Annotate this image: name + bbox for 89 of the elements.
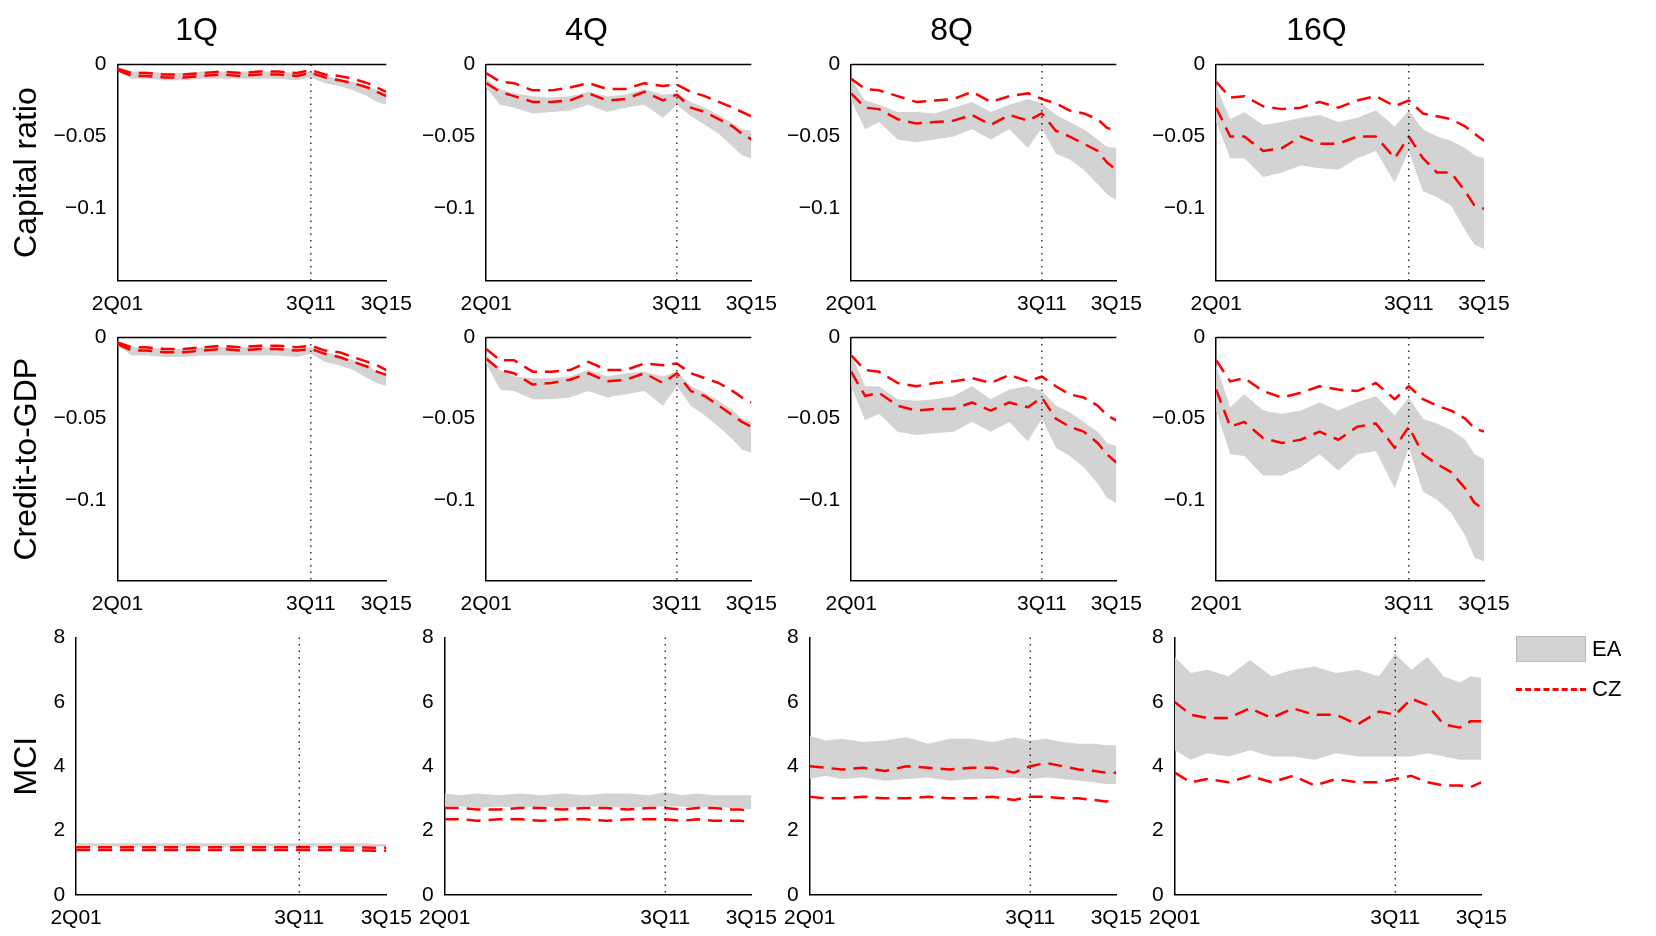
x-tick-label: 2Q01 [1148, 905, 1201, 929]
x-tick-label: 3Q11 [1383, 591, 1434, 615]
x-tick-label: 3Q15 [1458, 291, 1510, 315]
x-tick-label: 3Q11 [274, 905, 325, 929]
y-tick-label: −0.05 [787, 405, 841, 429]
x-tick-label: 3Q15 [1090, 905, 1142, 929]
y-tick-label: 8 [786, 624, 799, 648]
y-tick-label: 0 [53, 881, 66, 905]
y-tick-label: 6 [786, 688, 799, 712]
y-tick-label: −0.05 [1152, 123, 1206, 147]
y-tick-label: −0.1 [433, 195, 476, 219]
y-tick-label: −0.05 [53, 405, 107, 429]
x-tick-label: 2Q01 [418, 905, 471, 929]
legend-label: EA [1592, 636, 1622, 662]
x-tick-label: 3Q11 [651, 591, 702, 615]
y-tick-label: 2 [1151, 817, 1164, 841]
y-tick-label: −0.05 [422, 405, 476, 429]
y-tick-label: −0.05 [787, 123, 841, 147]
x-tick-label: 2Q01 [460, 291, 512, 315]
y-tick-label: 0 [463, 324, 476, 348]
y-axis-title: Capital ratio [7, 87, 44, 258]
chart-title: 1Q [175, 11, 218, 48]
x-tick-label: 3Q15 [1090, 591, 1142, 615]
y-tick-label: 0 [421, 881, 434, 905]
y-tick-label: −0.1 [65, 195, 107, 219]
x-tick-label: 3Q15 [360, 905, 412, 929]
x-tick-label: 2Q01 [50, 905, 102, 929]
y-tick-label: −0.1 [798, 195, 841, 219]
y-tick-label: 2 [786, 817, 799, 841]
x-tick-label: 3Q15 [360, 591, 412, 615]
y-axis-title: MCI [7, 736, 44, 796]
chart-title: 4Q [565, 11, 608, 48]
x-tick-label: 3Q15 [725, 591, 777, 615]
y-tick-label: 6 [1151, 688, 1164, 712]
y-tick-label: −0.1 [433, 486, 476, 510]
x-tick-label: 2Q01 [1190, 591, 1242, 615]
x-tick-label: 3Q15 [1090, 291, 1142, 315]
x-tick-label: 3Q11 [1370, 905, 1421, 929]
y-axis-title: Credit-to-GDP [7, 357, 44, 561]
x-tick-label: 2Q01 [783, 905, 836, 929]
y-tick-label: −0.05 [422, 123, 476, 147]
x-tick-label: 3Q11 [1016, 291, 1067, 315]
y-tick-label: 2 [53, 817, 66, 841]
x-tick-label: 3Q15 [725, 291, 777, 315]
y-tick-label: 0 [828, 324, 841, 348]
x-tick-label: 3Q11 [285, 591, 336, 615]
y-tick-label: 2 [421, 817, 434, 841]
chart-title: 16Q [1286, 11, 1347, 48]
x-tick-label: 3Q15 [360, 291, 412, 315]
y-tick-label: 4 [421, 753, 434, 776]
y-tick-label: −0.1 [798, 486, 841, 510]
y-tick-label: 0 [1193, 324, 1206, 348]
y-tick-label: 0 [786, 881, 799, 905]
y-tick-label: 0 [94, 324, 107, 348]
x-tick-label: 2Q01 [460, 591, 512, 615]
x-tick-label: 3Q15 [725, 905, 777, 929]
x-tick-label: 3Q11 [1383, 291, 1434, 315]
y-tick-label: 0 [94, 51, 107, 75]
chart-title: 8Q [930, 11, 973, 48]
legend-label: CZ [1592, 676, 1622, 702]
y-tick-label: 0 [1151, 881, 1164, 905]
y-tick-label: −0.1 [1163, 195, 1206, 219]
y-tick-label: −0.05 [1152, 405, 1206, 429]
y-tick-label: 6 [53, 688, 66, 712]
x-tick-label: 2Q01 [1190, 291, 1242, 315]
y-tick-label: 8 [53, 624, 66, 648]
x-tick-label: 2Q01 [91, 591, 144, 615]
y-tick-label: 4 [1151, 753, 1164, 776]
x-tick-label: 2Q01 [825, 291, 877, 315]
y-tick-label: 4 [53, 753, 66, 776]
y-tick-label: 0 [463, 51, 476, 75]
x-tick-label: 3Q11 [651, 291, 702, 315]
y-tick-label: 0 [828, 51, 841, 75]
x-tick-label: 3Q11 [1005, 905, 1056, 929]
y-tick-label: 6 [421, 688, 434, 712]
y-tick-label: −0.1 [1163, 486, 1206, 510]
x-tick-label: 3Q11 [285, 291, 336, 315]
y-tick-label: −0.1 [65, 486, 107, 510]
x-tick-label: 3Q11 [1016, 591, 1067, 615]
y-tick-label: 4 [786, 753, 799, 776]
x-tick-label: 3Q15 [1455, 905, 1507, 929]
x-tick-label: 3Q11 [640, 905, 691, 929]
x-tick-label: 3Q15 [1458, 591, 1510, 615]
y-tick-label: 8 [1151, 624, 1164, 648]
y-tick-label: 8 [421, 624, 434, 648]
y-tick-label: 0 [1193, 51, 1206, 75]
y-tick-label: −0.05 [53, 123, 107, 147]
x-tick-label: 2Q01 [91, 291, 144, 315]
x-tick-label: 2Q01 [825, 591, 877, 615]
